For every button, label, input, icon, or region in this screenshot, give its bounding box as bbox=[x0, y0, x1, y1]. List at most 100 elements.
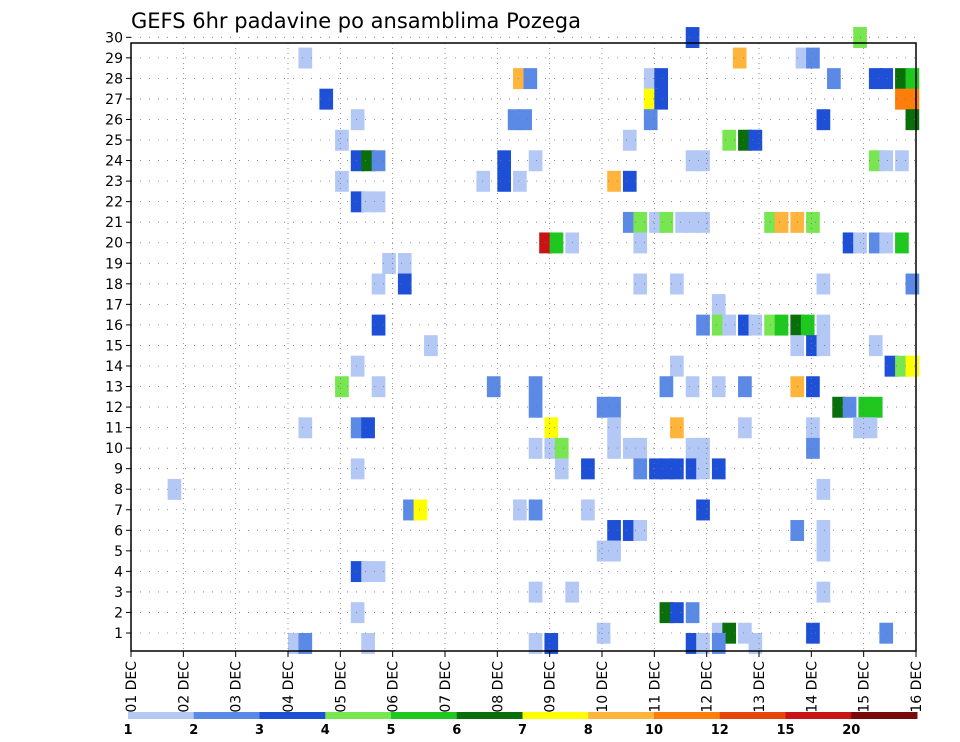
y-tick-label: 14 bbox=[105, 359, 123, 375]
x-tick-label: 10 DEC bbox=[595, 661, 611, 713]
legend-swatch bbox=[588, 712, 655, 719]
heatmap-cell bbox=[350, 191, 365, 213]
heatmap-cell bbox=[633, 520, 648, 541]
heatmap-cell bbox=[607, 417, 621, 439]
legend-level-label: 15 bbox=[776, 723, 794, 738]
x-tick-label: 13 DEC bbox=[752, 661, 768, 713]
heatmap-cell bbox=[842, 232, 857, 254]
heatmap-cell bbox=[581, 499, 595, 521]
legend-level-label: 6 bbox=[452, 723, 461, 738]
heatmap-cell bbox=[622, 211, 637, 233]
heatmap-cell bbox=[486, 376, 501, 398]
heatmap-cell bbox=[397, 273, 412, 295]
heatmap-cell bbox=[868, 335, 883, 357]
x-tick-label: 04 DEC bbox=[281, 661, 297, 713]
heatmap-cell bbox=[696, 150, 710, 172]
legend-swatch bbox=[719, 712, 786, 719]
y-tick-label: 25 bbox=[105, 133, 123, 149]
heatmap-cell bbox=[528, 499, 543, 521]
heatmap-cell bbox=[523, 68, 538, 90]
y-tick-label: 29 bbox=[105, 51, 123, 67]
legend-level-label: 3 bbox=[255, 723, 264, 738]
heatmap-cell bbox=[670, 355, 684, 377]
heatmap-cell bbox=[711, 458, 726, 480]
heatmap-cell bbox=[832, 396, 846, 418]
heatmap-cell bbox=[596, 540, 611, 562]
heatmap-cell bbox=[596, 622, 611, 644]
heatmap-cell bbox=[806, 47, 820, 69]
heatmap-cell bbox=[722, 314, 737, 336]
heatmap-cell bbox=[350, 458, 365, 480]
heatmap-cell bbox=[288, 633, 302, 654]
heatmap-cell bbox=[528, 150, 543, 172]
heatmap-cell bbox=[513, 68, 527, 90]
heatmap-cell bbox=[371, 273, 386, 295]
y-tick-label: 11 bbox=[105, 421, 123, 437]
heatmap-cell bbox=[858, 396, 873, 418]
heatmap-cell bbox=[622, 170, 637, 192]
heatmap-cell bbox=[371, 561, 386, 583]
heatmap-cell bbox=[633, 232, 648, 254]
heatmap-cell bbox=[722, 129, 737, 151]
y-tick-label: 15 bbox=[105, 338, 123, 354]
y-tick-label: 2 bbox=[114, 605, 123, 621]
heatmap-cell bbox=[738, 376, 752, 398]
heatmap-cell bbox=[905, 68, 920, 90]
heatmap-cell bbox=[895, 150, 909, 172]
y-tick-label: 19 bbox=[105, 256, 123, 272]
heatmap-cell bbox=[748, 314, 763, 336]
legend-swatch bbox=[128, 712, 195, 719]
heatmap-cell bbox=[649, 211, 663, 233]
heatmap-cell bbox=[528, 437, 543, 459]
heatmap-cell bbox=[774, 314, 789, 336]
heatmap-cell bbox=[476, 170, 491, 192]
heatmap-cell bbox=[633, 211, 648, 233]
heatmap-cell bbox=[607, 170, 621, 192]
heatmap-cell bbox=[696, 499, 710, 521]
x-tick-label: 05 DEC bbox=[333, 661, 349, 713]
heatmap-cell bbox=[335, 129, 349, 151]
heatmap-cell bbox=[816, 109, 831, 131]
heatmap-cell bbox=[596, 396, 611, 418]
heatmap-cell bbox=[607, 437, 621, 459]
y-tick-label: 16 bbox=[105, 318, 123, 334]
heatmap-cell bbox=[633, 437, 648, 459]
heatmap-cell bbox=[670, 417, 684, 439]
y-axis-ticks: 1234567891011121314151617181920212223242… bbox=[105, 30, 131, 642]
legend-level-label: 5 bbox=[386, 723, 395, 738]
heatmap-cell bbox=[659, 458, 674, 480]
heatmap-cell bbox=[816, 520, 831, 541]
heatmap-cell bbox=[507, 109, 522, 131]
heatmap-cell bbox=[361, 150, 375, 172]
heatmap-cell bbox=[806, 417, 820, 439]
heatmap-cell bbox=[884, 355, 899, 377]
heatmap-cell bbox=[895, 68, 909, 90]
heatmap-cell bbox=[816, 314, 831, 336]
heatmap-cell bbox=[738, 129, 752, 151]
heatmap-cell bbox=[528, 581, 543, 603]
heatmap-cell bbox=[622, 520, 637, 541]
heatmap-cell bbox=[350, 561, 365, 583]
heatmap-cells bbox=[167, 27, 920, 654]
legend-level-label: 8 bbox=[584, 723, 593, 738]
heatmap-cell bbox=[371, 314, 386, 336]
heatmap-cell bbox=[722, 622, 737, 644]
heatmap-cell bbox=[361, 191, 375, 213]
x-tick-label: 15 DEC bbox=[857, 661, 873, 713]
heatmap-cell bbox=[361, 417, 375, 439]
legend-swatch bbox=[193, 712, 260, 719]
y-tick-label: 23 bbox=[105, 174, 123, 190]
heatmap-cell bbox=[895, 355, 909, 377]
heatmap-cell bbox=[795, 47, 810, 69]
heatmap-cell bbox=[738, 622, 752, 644]
y-tick-label: 27 bbox=[105, 92, 123, 108]
y-tick-label: 24 bbox=[105, 154, 123, 170]
heatmap-cell bbox=[643, 109, 658, 131]
heatmap-cell bbox=[675, 211, 689, 233]
heatmap-cell bbox=[806, 211, 820, 233]
heatmap-cell bbox=[581, 458, 595, 480]
heatmap-cell bbox=[738, 314, 752, 336]
heatmap-cell bbox=[361, 561, 375, 583]
heatmap-cell bbox=[806, 376, 820, 398]
x-tick-label: 11 DEC bbox=[647, 661, 663, 713]
